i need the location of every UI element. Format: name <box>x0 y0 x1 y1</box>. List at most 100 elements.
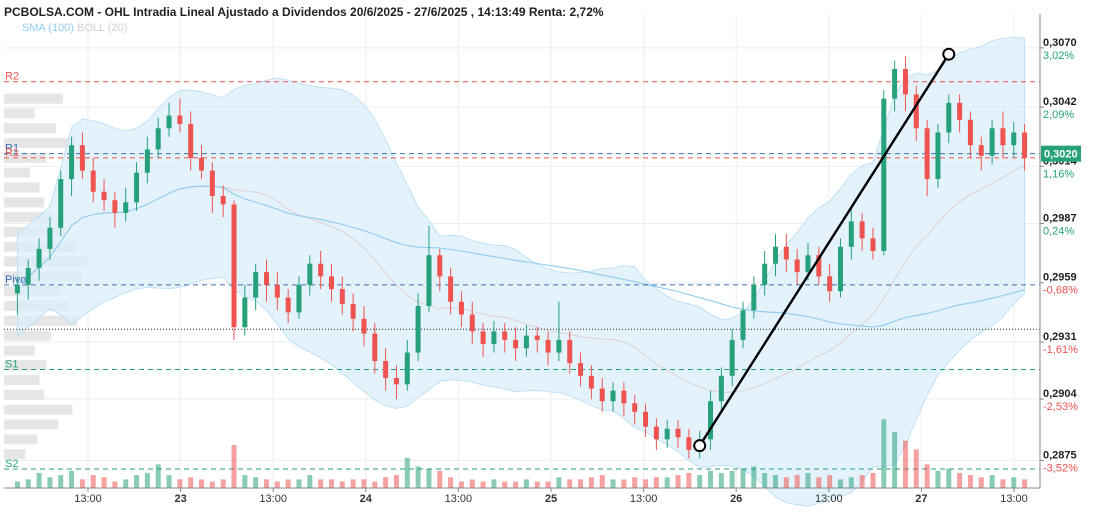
volume-bar <box>751 466 757 488</box>
candle-body <box>924 128 930 180</box>
profile-bar <box>4 434 38 445</box>
volume-bar <box>458 481 464 488</box>
candle-body <box>556 339 562 353</box>
trendline-end-handle[interactable] <box>942 47 956 61</box>
candle-body <box>686 437 692 450</box>
candle-body <box>264 272 269 285</box>
level-label: R1 <box>5 147 19 159</box>
candle-body <box>643 411 649 427</box>
volume-bar <box>426 468 432 488</box>
trendline[interactable] <box>693 47 956 453</box>
volume-bar <box>892 432 898 488</box>
volume-bar <box>935 470 941 488</box>
candle-body <box>1011 132 1017 146</box>
candle-body <box>599 388 605 402</box>
y-tick-label: 0,2904 <box>1043 388 1078 400</box>
candle-body <box>242 297 248 328</box>
profile-bar <box>4 315 78 326</box>
volume-bar <box>729 470 735 488</box>
profile-bar <box>4 108 35 119</box>
volume-bar <box>978 477 984 488</box>
profile-bar <box>4 182 40 193</box>
candle-body <box>491 331 497 345</box>
candle-body <box>881 98 887 252</box>
candle-body <box>134 172 140 203</box>
bollinger-fill <box>16 36 1025 507</box>
profile-bar <box>4 449 26 460</box>
pct-tick-label: -1,61% <box>1043 344 1078 356</box>
candle-body <box>913 94 919 129</box>
volume-bar <box>588 477 594 488</box>
volume-bar <box>25 479 31 488</box>
volume-bar <box>177 479 183 488</box>
candle-body <box>437 255 443 277</box>
candle-body <box>892 69 898 99</box>
candle-body <box>155 128 161 150</box>
candle-body <box>90 170 96 192</box>
volume-bar <box>274 481 280 488</box>
volume-bar <box>231 445 237 488</box>
candle-body <box>199 157 205 171</box>
candle-body <box>101 191 107 201</box>
volume-bar <box>242 475 248 488</box>
boll-legend-label[interactable]: BOLL (20) <box>77 22 128 34</box>
x-tick-label: 13:00 <box>1000 493 1028 505</box>
candle-body <box>393 377 399 385</box>
candle-body <box>848 221 854 247</box>
candle-body <box>307 263 313 285</box>
candle-body <box>253 272 259 298</box>
volume-bar <box>837 479 843 488</box>
volume-bar <box>816 477 822 488</box>
candle-body <box>58 179 64 228</box>
candle-body <box>523 335 529 349</box>
x-tick-label: 13:00 <box>259 493 287 505</box>
volume-bar <box>556 477 562 488</box>
candle-body <box>480 331 486 345</box>
volume-bar <box>859 475 865 488</box>
volume-bar <box>567 479 573 488</box>
volume-bar <box>79 479 85 488</box>
x-tick-label: 13:00 <box>630 493 658 505</box>
volume-bar <box>870 472 876 488</box>
volume-bar <box>14 481 20 488</box>
candle-body <box>1000 128 1006 146</box>
candle-body <box>383 361 389 378</box>
volume-bar <box>296 479 302 488</box>
candle-body <box>794 259 800 273</box>
candle-body <box>859 221 865 239</box>
x-tick-label: 24 <box>360 493 373 505</box>
sma-legend-label[interactable]: SMA (100) <box>22 22 74 34</box>
candle-body <box>79 145 85 171</box>
candle-body <box>404 352 410 385</box>
level-label: S2 <box>5 458 18 470</box>
volume-bar <box>946 468 952 488</box>
candle-body <box>339 289 345 304</box>
volume-bar <box>913 449 919 488</box>
volume-bar <box>794 475 800 488</box>
candle-body <box>902 69 908 95</box>
candle-body <box>296 284 302 313</box>
volume-bar <box>47 477 53 488</box>
volume-bar <box>534 481 540 488</box>
volume-bar <box>957 472 963 488</box>
volume-bar <box>762 472 768 488</box>
volume-bar <box>653 477 659 488</box>
profile-bar <box>4 375 40 386</box>
trendline-start-handle[interactable] <box>693 439 707 453</box>
volume-bar <box>166 475 172 488</box>
chart-title: PCBOLSA.COM - OHL Intradia Lineal Ajusta… <box>4 5 604 19</box>
volume-bar <box>924 464 930 488</box>
volume-bar <box>599 475 605 488</box>
profile-bar <box>4 197 45 208</box>
volume-bar <box>318 479 324 488</box>
volume-bar <box>1000 479 1006 488</box>
level-label: S1 <box>5 359 18 371</box>
candle-body <box>534 335 540 340</box>
volume-bar <box>545 481 551 488</box>
trendline-segment[interactable] <box>698 53 950 447</box>
volume-bar <box>199 479 205 488</box>
volume-bar <box>448 477 454 488</box>
volume-bar <box>989 475 995 488</box>
